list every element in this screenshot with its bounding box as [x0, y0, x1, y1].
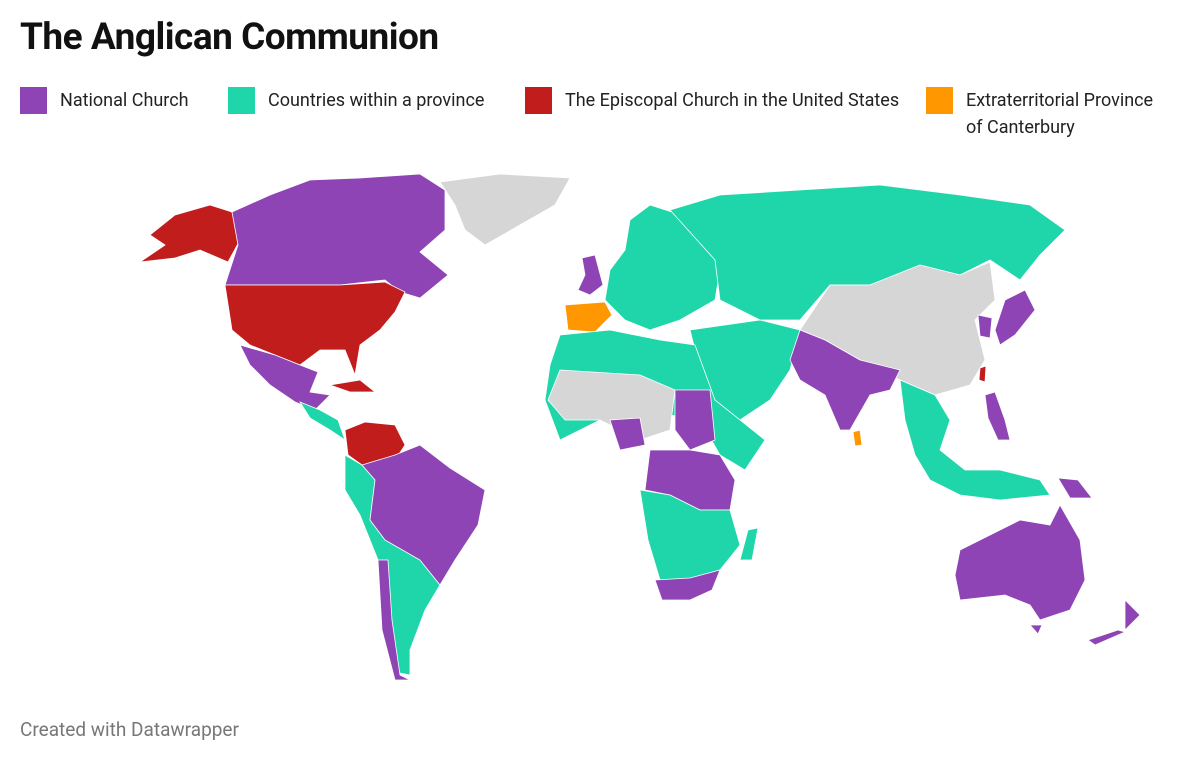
legend-swatch — [20, 87, 47, 114]
legend-swatch — [926, 87, 953, 114]
region — [639, 489, 741, 581]
region — [564, 301, 613, 333]
region — [329, 379, 377, 393]
region — [739, 527, 759, 561]
legend-item: Extraterritorial Province of Canterbury — [926, 87, 1171, 141]
region — [224, 281, 406, 377]
legend-item: Countries within a province — [228, 87, 484, 114]
legend-item: National Church — [20, 87, 189, 114]
region — [139, 204, 241, 263]
region — [654, 569, 721, 601]
legend-label: The Episcopal Church in the United State… — [565, 90, 900, 111]
legend-label: Extraterritorial Province of Canterbury — [966, 90, 1154, 138]
region — [577, 254, 604, 296]
legend-label: National Church — [60, 90, 189, 111]
region — [439, 173, 571, 246]
world-map — [139, 173, 1141, 681]
legend-label: Countries within a province — [268, 90, 485, 111]
region — [1087, 629, 1127, 646]
region — [978, 365, 987, 383]
footer: Created with Datawrapper — [20, 718, 239, 741]
region — [954, 504, 1086, 621]
region — [361, 444, 486, 586]
legend-swatch — [525, 87, 552, 114]
region — [977, 314, 993, 339]
legend-item: The Episcopal Church in the United State… — [525, 87, 899, 114]
region — [984, 391, 1011, 441]
region — [299, 401, 346, 441]
region — [852, 429, 863, 447]
region — [239, 344, 331, 411]
region — [609, 417, 646, 451]
region — [1029, 624, 1043, 635]
region — [1057, 477, 1093, 499]
region — [994, 289, 1036, 346]
region — [1124, 599, 1141, 631]
region — [674, 389, 716, 451]
region — [377, 559, 411, 681]
legend-swatch — [228, 87, 255, 114]
region — [789, 329, 901, 431]
region — [224, 173, 449, 299]
title: The Anglican Communion — [20, 16, 439, 59]
region — [899, 379, 1051, 501]
